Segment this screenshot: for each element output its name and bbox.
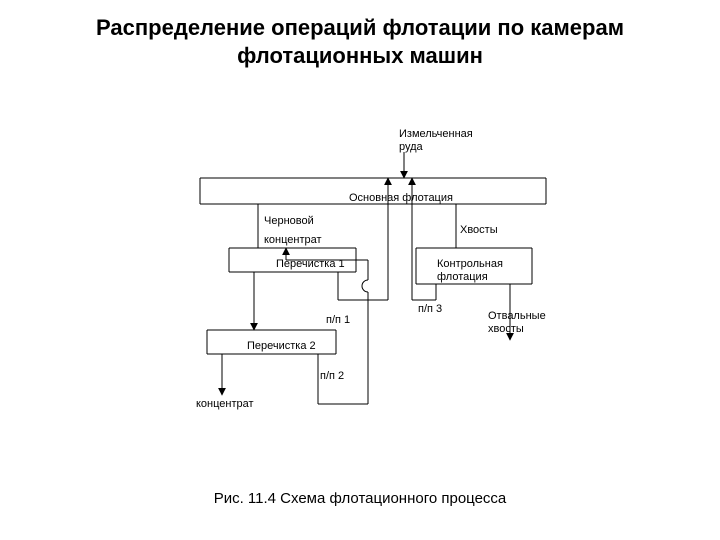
flow-svg xyxy=(0,0,720,540)
label-main: Основная флотация xyxy=(349,192,453,205)
label-pp3: п/п 3 xyxy=(418,303,442,316)
figure-caption: Рис. 11.4 Схема флотационного процесса xyxy=(0,490,720,507)
label-clean2: Перечистка 2 xyxy=(247,340,316,353)
label-conc: концентрат xyxy=(196,398,254,411)
label-rough2: концентрат xyxy=(264,234,322,247)
label-pp2: п/п 2 xyxy=(320,370,344,383)
diagram-canvas: Измельченная руда Основная флотация Чернов… xyxy=(0,0,720,540)
label-control: Контрольная флотация xyxy=(437,258,503,284)
label-dump: Отвальные хвосты xyxy=(488,310,546,336)
label-tails: Хвосты xyxy=(460,224,498,237)
edge-jump xyxy=(362,280,368,292)
label-rough1: Черновой xyxy=(264,215,314,228)
label-pp1: п/п 1 xyxy=(326,314,350,327)
label-feed: Измельченная руда xyxy=(399,128,473,154)
label-clean1: Перечистка 1 xyxy=(276,258,345,271)
